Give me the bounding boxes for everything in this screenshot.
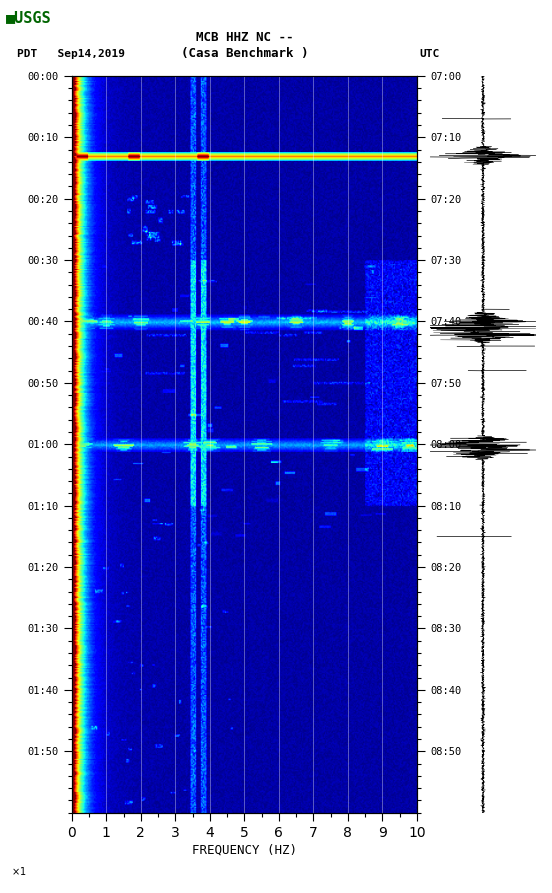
Text: PDT   Sep14,2019: PDT Sep14,2019: [17, 48, 125, 59]
Text: (Casa Benchmark ): (Casa Benchmark ): [181, 47, 308, 60]
Text: UTC: UTC: [420, 48, 440, 59]
Text: MCB HHZ NC --: MCB HHZ NC --: [195, 31, 293, 44]
Text: $\times$1: $\times$1: [11, 865, 26, 877]
Text: ■USGS: ■USGS: [6, 11, 51, 25]
X-axis label: FREQUENCY (HZ): FREQUENCY (HZ): [192, 844, 297, 857]
